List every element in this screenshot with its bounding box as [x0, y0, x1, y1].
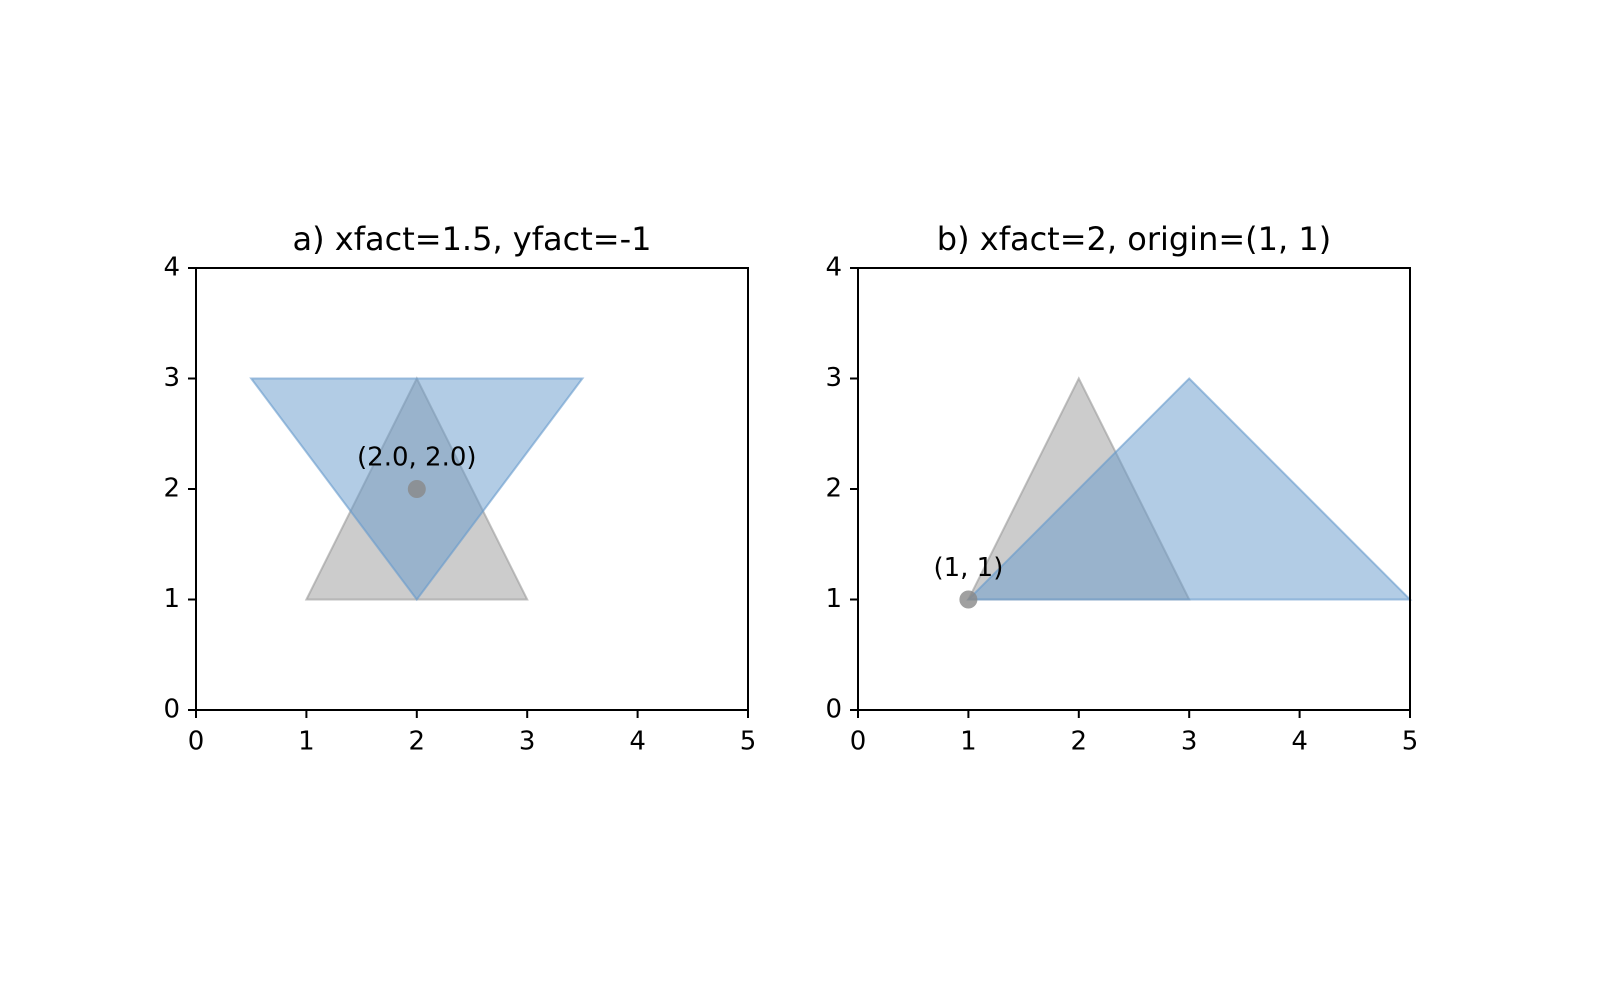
y-tick-label: 3 [163, 363, 180, 393]
chart-title: a) xfact=1.5, yfact=-1 [293, 220, 652, 258]
x-tick-label: 3 [519, 727, 536, 757]
x-tick-label: 0 [850, 727, 867, 757]
x-tick-label: 4 [1291, 727, 1308, 757]
x-tick-label: 2 [1071, 727, 1088, 757]
x-tick-label: 5 [740, 727, 757, 757]
annotation: (2.0, 2.0) [357, 443, 477, 473]
x-tick-label: 0 [188, 727, 205, 757]
y-tick-label: 0 [825, 695, 842, 725]
x-tick-label: 4 [629, 727, 646, 757]
chart-title: b) xfact=2, origin=(1, 1) [937, 220, 1331, 258]
x-tick-label: 5 [1402, 727, 1419, 757]
y-tick-label: 1 [163, 584, 180, 614]
shape [965, 377, 1413, 601]
x-tick-label: 2 [409, 727, 426, 757]
y-tick-label: 4 [163, 253, 180, 283]
y-tick-label: 2 [163, 474, 180, 504]
y-tick-label: 3 [825, 363, 842, 393]
y-tick-label: 4 [825, 253, 842, 283]
x-tick-label: 1 [960, 727, 977, 757]
point [959, 590, 978, 609]
point [407, 480, 426, 498]
y-tick-label: 1 [825, 584, 842, 614]
x-tick-label: 1 [298, 727, 315, 757]
x-tick-label: 3 [1181, 727, 1198, 757]
y-tick-label: 0 [163, 695, 180, 725]
annotation: (1, 1) [933, 553, 1003, 583]
y-tick-label: 2 [825, 474, 842, 504]
